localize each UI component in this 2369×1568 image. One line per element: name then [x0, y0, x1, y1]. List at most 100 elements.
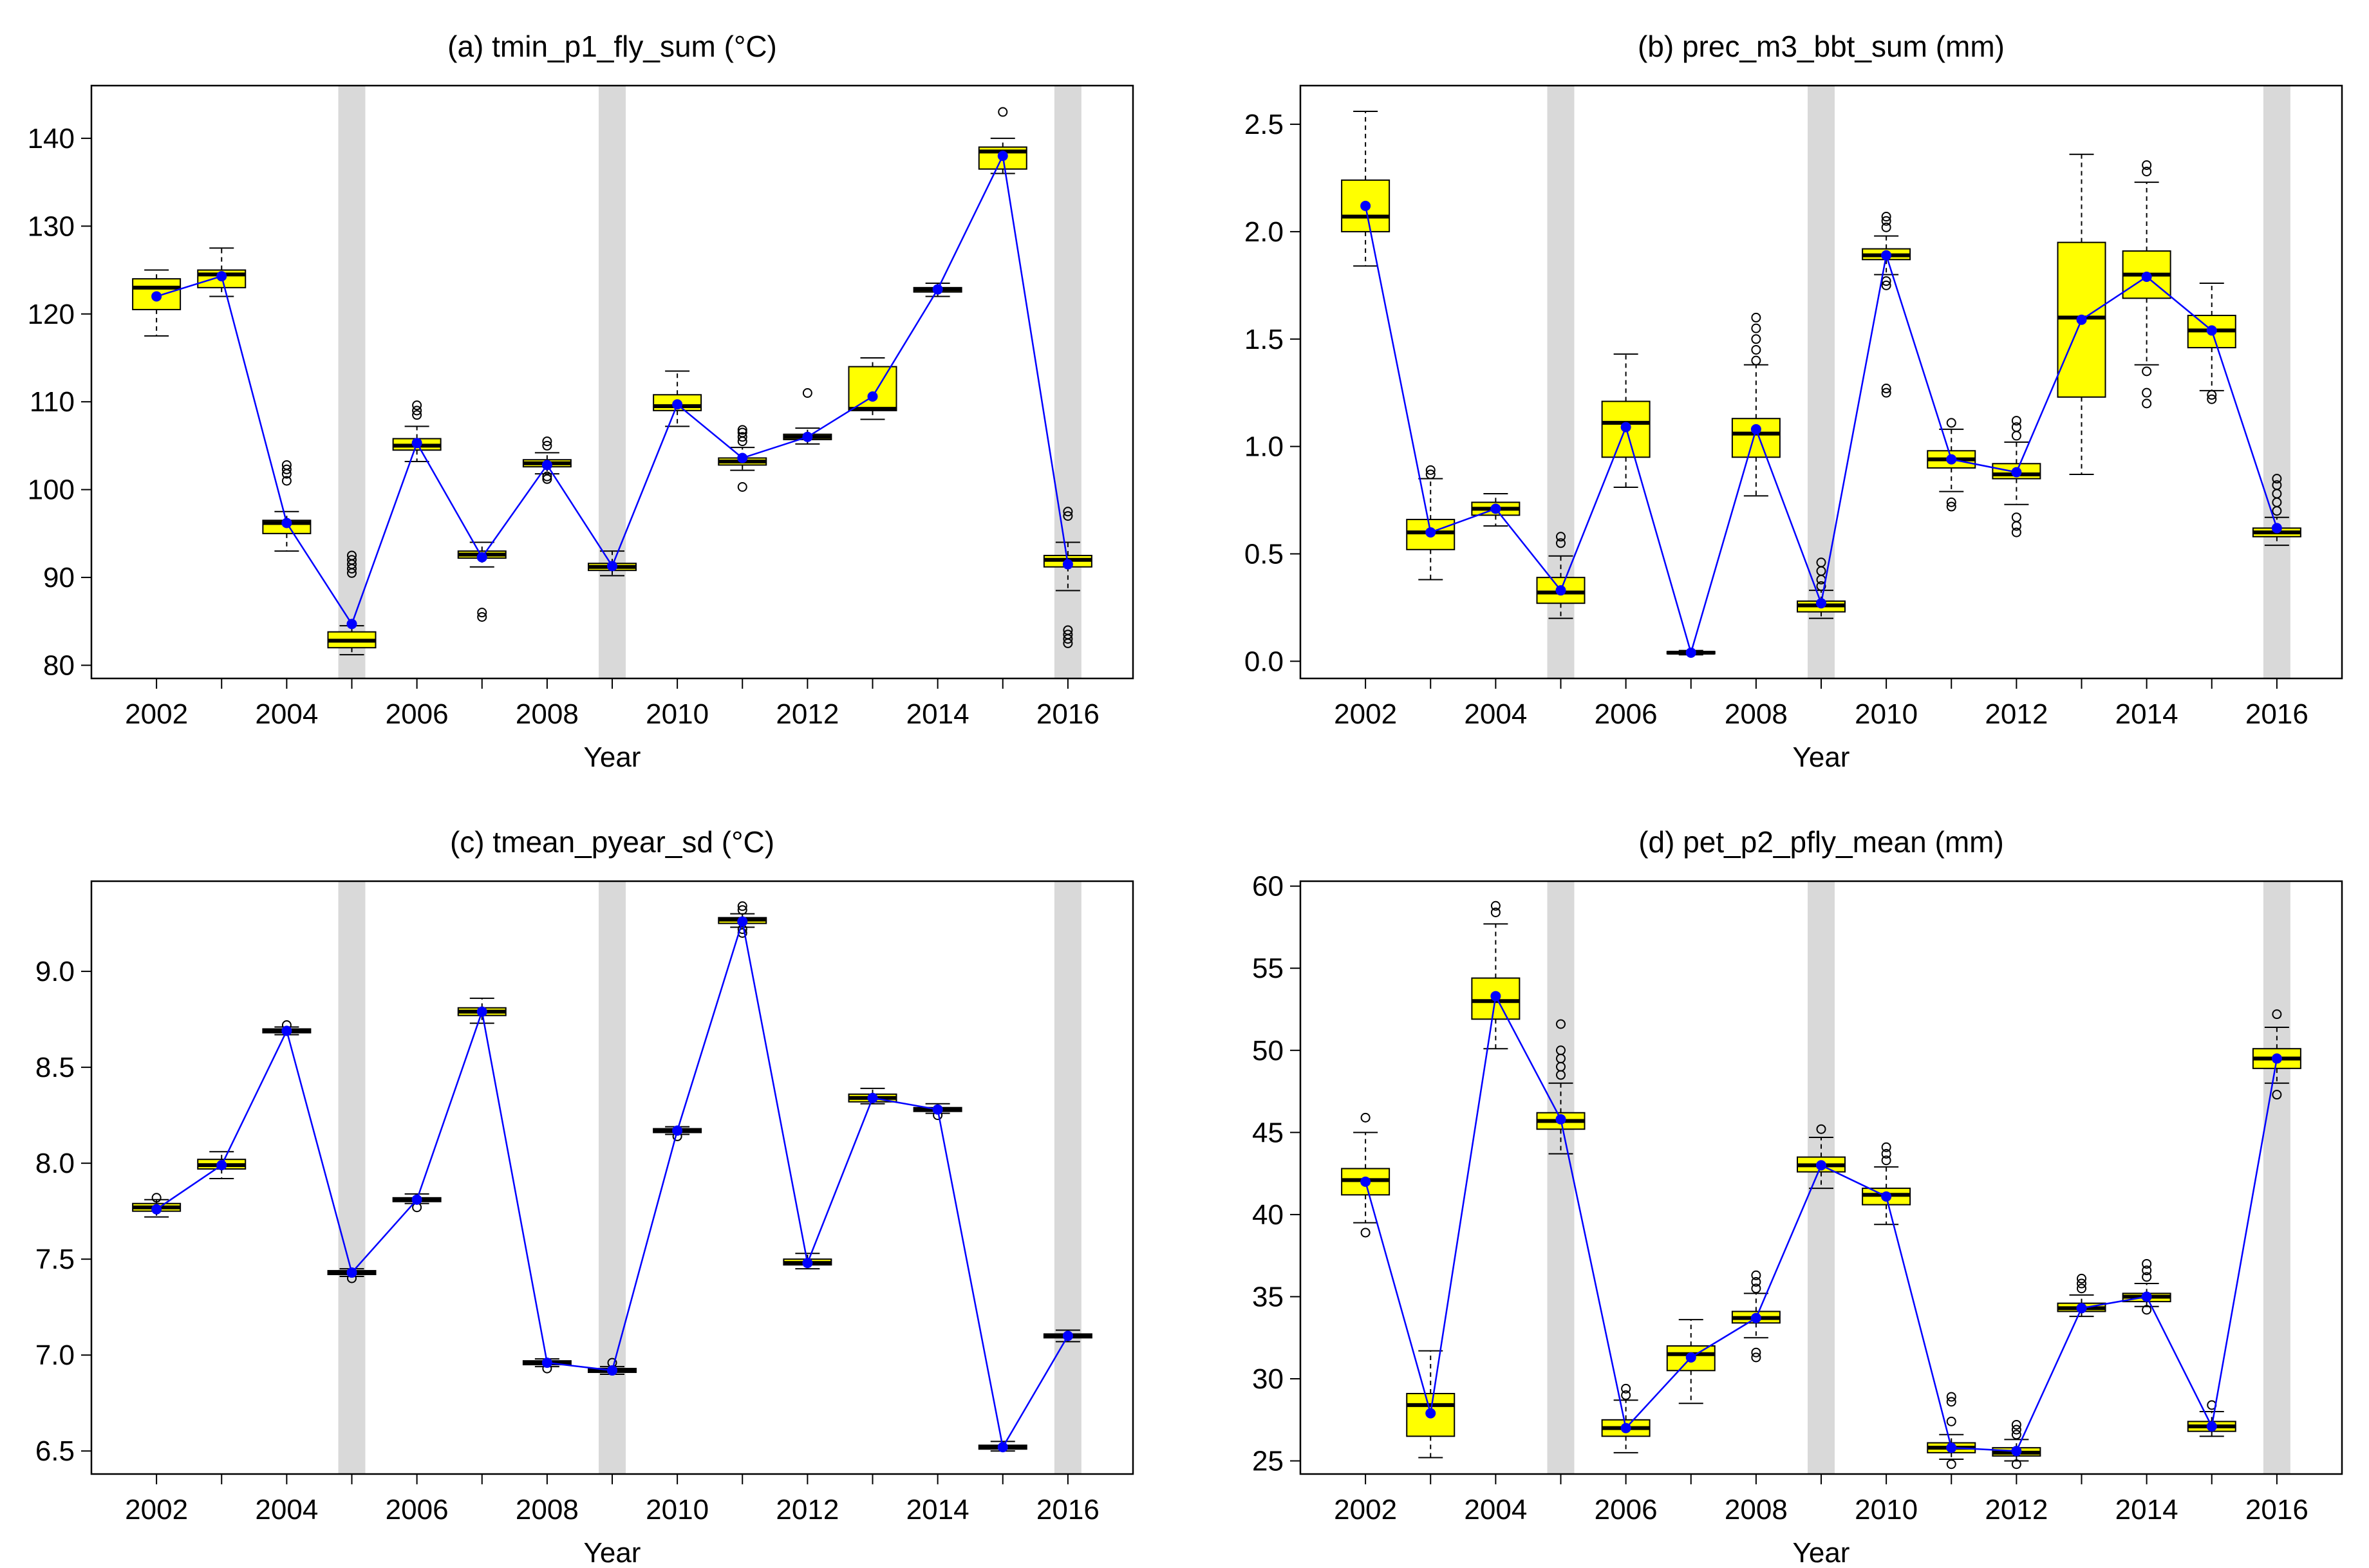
mean-point-2002 [151, 291, 162, 302]
mean-point-2012 [802, 1258, 813, 1269]
mean-point-2005 [346, 1267, 357, 1278]
outlier-point [2011, 416, 2021, 426]
outlier-point [1556, 538, 1566, 548]
y-tick-label: 1.0 [1244, 431, 1284, 463]
x-tick-label: 2012 [1985, 698, 2048, 730]
mean-point-2015 [997, 151, 1008, 162]
outlier-point [2077, 1283, 2086, 1294]
plot-frame [1299, 84, 2343, 680]
mean-point-2002 [1360, 200, 1371, 211]
outlier-point [1881, 1142, 1891, 1152]
y-tick-label: 2.5 [1244, 109, 1284, 140]
x-tick-label: 2004 [1464, 698, 1527, 730]
outlier-point [1816, 581, 1826, 592]
outlier-point [1751, 355, 1761, 366]
x-axis-label: Year [1793, 1537, 1850, 1568]
outlier-point [1556, 1019, 1566, 1029]
mean-point-2013 [2076, 1303, 2087, 1314]
outlier-point [2207, 390, 2217, 400]
highlight-band-2009 [599, 881, 626, 1474]
mean-point-2002 [151, 1204, 162, 1215]
outlier-point [347, 555, 357, 565]
x-tick-label: 2012 [776, 1494, 839, 1526]
mean-point-2016 [2271, 1053, 2282, 1064]
chart-title: (c) tmean_pyear_sd (°C) [450, 825, 774, 859]
x-tick-label: 2016 [1036, 1494, 1100, 1526]
outlier-point [2272, 480, 2282, 490]
mean-point-2009 [1816, 598, 1826, 609]
outlier-point [2272, 1009, 2282, 1020]
outlier-point [1881, 387, 1891, 398]
x-tick-label: 2004 [255, 1494, 318, 1526]
outlier-point [1556, 532, 1566, 542]
outlier-point [1946, 418, 1956, 428]
y-tick-label: 30 [1252, 1363, 1284, 1395]
x-tick-label: 2014 [906, 1494, 969, 1526]
y-tick-label: 25 [1252, 1446, 1284, 1477]
mean-point-2003 [1425, 527, 1436, 538]
outlier-point [737, 901, 747, 911]
panel-d: (d) pet_p2_pfly_mean (mm) 25 30 35 40 45 50 55 6… [1252, 825, 2343, 1568]
y-tick-label: 0.5 [1244, 538, 1284, 570]
outlier-point [412, 410, 422, 420]
mean-point-2007 [1685, 647, 1696, 658]
y-tick-label: 55 [1252, 953, 1284, 984]
box-iqr [1731, 418, 1781, 458]
outlier-point [1881, 212, 1891, 222]
outlier-point [151, 1193, 162, 1203]
highlight-band-2016 [2263, 881, 2290, 1474]
plot-frame [90, 84, 1134, 680]
mean-point-2014 [932, 284, 943, 295]
mean-point-2008 [541, 1358, 552, 1368]
outlier-point [1751, 1277, 1761, 1287]
outlier-point [1946, 1397, 1956, 1407]
y-tick-label: 9.0 [35, 956, 75, 987]
outlier-point [1751, 1352, 1761, 1363]
mean-point-2006 [1620, 1423, 1631, 1433]
mean-point-2011 [1946, 1442, 1957, 1453]
outlier-point [1425, 469, 1436, 480]
outlier-point [281, 476, 292, 486]
y-tick-label: 50 [1252, 1035, 1284, 1067]
outlier-point [1946, 1459, 1956, 1470]
outlier-point [737, 427, 747, 438]
outlier-point [1816, 557, 1826, 568]
outlier-point [2142, 160, 2152, 170]
mean-point-2009 [607, 1365, 617, 1376]
x-tick-label: 2016 [2245, 698, 2308, 730]
mean-point-2012 [2011, 467, 2022, 478]
mean-point-2016 [1062, 559, 1073, 570]
box-2013 [848, 357, 897, 420]
mean-point-2010 [1881, 1191, 1892, 1202]
x-tick-label: 2002 [125, 698, 188, 730]
outlier-point [1751, 1283, 1761, 1294]
x-tick-label: 2008 [516, 1494, 579, 1526]
outlier-point [1063, 625, 1073, 635]
mean-point-2010 [1881, 250, 1892, 261]
outlier-point [1816, 1124, 1826, 1134]
outlier-point [1946, 1416, 1956, 1426]
outlier-point [1881, 384, 1891, 394]
outlier-point [2011, 512, 2021, 523]
outlier-point [2142, 166, 2152, 176]
x-tick-label: 2016 [1036, 698, 1100, 730]
panel-c: (c) tmean_pyear_sd (°C) 6.5 7.0 7.5 8.0 8.5 9.… [35, 825, 1134, 1568]
outlier-point [1946, 497, 1956, 507]
chart-title: (b) prec_m3_bbt_sum (mm) [1638, 30, 2005, 63]
box-2002 [132, 269, 182, 337]
mean-point-2011 [737, 916, 748, 927]
mean-point-2002 [1360, 1176, 1371, 1187]
mean-point-2003 [216, 1160, 227, 1171]
mean-point-2011 [737, 453, 748, 463]
outlier-point [1063, 630, 1073, 640]
mean-point-2015 [2206, 325, 2217, 336]
outlier-point [1063, 507, 1073, 517]
chart-title: (d) pet_p2_pfly_mean (mm) [1638, 825, 2004, 859]
box-2010 [1862, 1142, 1911, 1226]
highlight-band-2005 [338, 86, 366, 678]
outlier-point [2011, 1430, 2021, 1440]
mean-point-2006 [411, 438, 422, 449]
mean-point-2008 [1750, 1312, 1761, 1323]
outlier-point [1751, 344, 1761, 355]
